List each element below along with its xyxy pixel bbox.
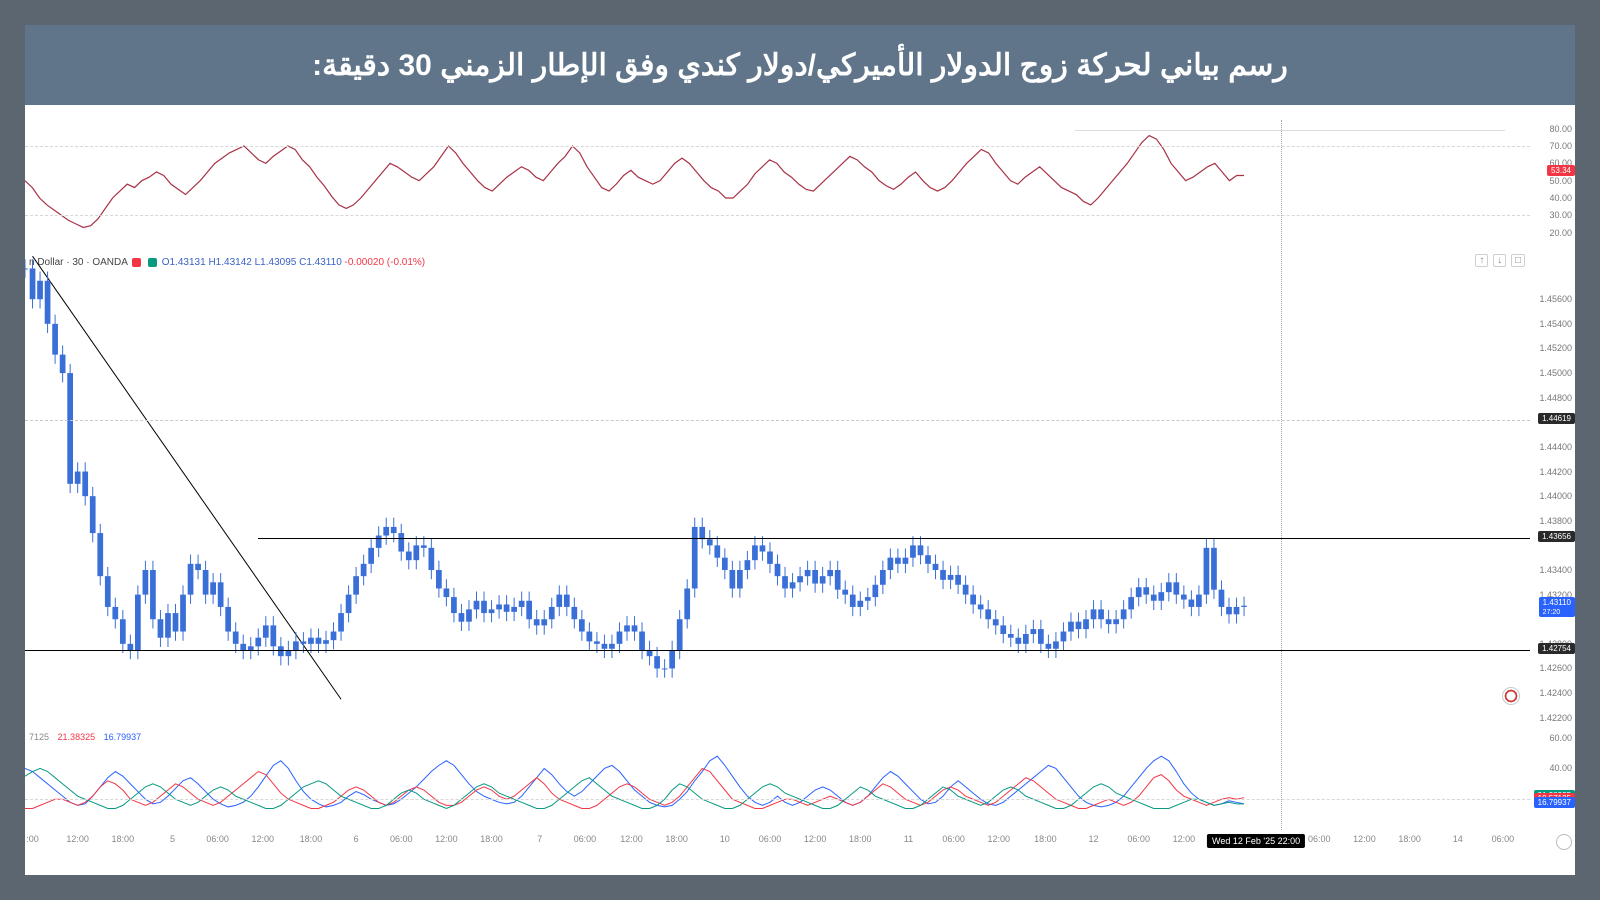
- adx-plot[interactable]: [25, 730, 1530, 830]
- time-axis[interactable]: :0012:0018:00506:0012:0018:00606:0012:00…: [25, 830, 1575, 855]
- rsi-yaxis[interactable]: 80.0070.0060.0050.0040.0030.0020.0053.34: [1530, 120, 1575, 250]
- country-flag-icon: [1502, 687, 1520, 705]
- crosshair-vertical: [1281, 120, 1282, 830]
- rsi-panel: 80.0070.0060.0050.0040.0030.0020.0053.34: [25, 120, 1575, 250]
- adx-panel: 7125 21.38325 16.79937 60.0040.0020.0021…: [25, 730, 1575, 830]
- chart-title-bar: رسم بياني لحركة زوج الدولار الأميركي/دول…: [25, 25, 1575, 105]
- price-plot[interactable]: [25, 250, 1530, 730]
- chart-title: رسم بياني لحركة زوج الدولار الأميركي/دول…: [312, 48, 1288, 83]
- price-yaxis[interactable]: 1.456001.454001.452001.450001.448001.444…: [1530, 250, 1575, 730]
- adx-yaxis[interactable]: 60.0040.0020.0021.3832519.5712516.79937: [1530, 730, 1575, 830]
- axis-settings-icon[interactable]: [1556, 834, 1572, 850]
- price-panel: n Dollar · 30 · OANDA O1.43131 H1.43142 …: [25, 250, 1575, 730]
- rsi-plot[interactable]: [25, 120, 1530, 250]
